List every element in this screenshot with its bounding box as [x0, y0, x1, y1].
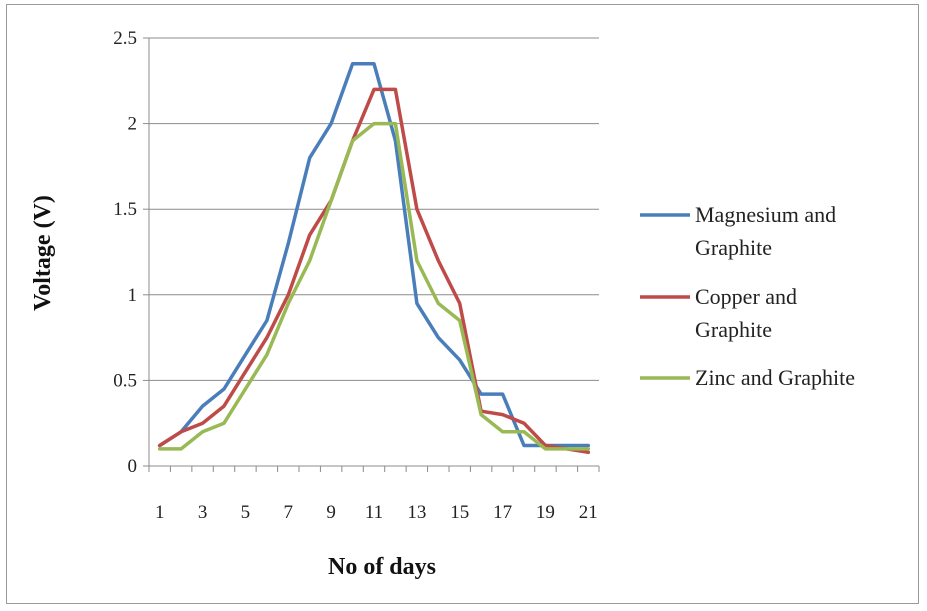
series-line-zinc-and-graphite — [157, 121, 591, 451]
x-tick-label: 5 — [241, 502, 251, 523]
gridlines — [143, 37, 599, 467]
y-tick-label: 0.5 — [113, 370, 137, 391]
y-tick-label: 2.5 — [113, 28, 137, 49]
y-tick-label: 1.5 — [113, 199, 137, 220]
x-axis-title: No of days — [328, 554, 436, 580]
legend: Magnesium and Graphite Copper and Graphite Z… — [640, 202, 855, 390]
y-tick-label: 1 — [128, 285, 138, 306]
legend-label: Magnesium and Graphite — [695, 202, 836, 260]
y-tick-label: 2 — [128, 114, 138, 135]
x-tick-labels: 1 3 5 7 9 11 13 15 17 19 21 — [155, 502, 598, 523]
x-tick-label: 9 — [326, 502, 336, 523]
legend-label: Zinc and Graphite — [695, 365, 855, 390]
y-tick-labels: 0 0.5 1 1.5 2 2.5 — [113, 28, 137, 477]
x-tick-label: 15 — [450, 502, 469, 523]
x-tick-label: 7 — [284, 502, 294, 523]
x-tick-label: 3 — [198, 502, 208, 523]
y-tick-label: 0 — [128, 456, 138, 477]
legend-label: Copper and Graphite — [695, 284, 797, 342]
x-tick-label: 19 — [536, 502, 555, 523]
series-lines — [157, 61, 591, 455]
series-line-copper-and-graphite — [157, 87, 591, 455]
x-tick-label: 17 — [493, 502, 512, 523]
y-axis-title: Voltage (V) — [30, 195, 56, 311]
x-tick-label: 11 — [365, 502, 383, 523]
series-line-magnesium-and-graphite — [157, 61, 591, 448]
axes — [148, 38, 600, 472]
x-tick-label: 21 — [579, 502, 598, 523]
x-tick-label: 13 — [407, 502, 426, 523]
chart-frame — [6, 4, 919, 604]
x-tick-label: 1 — [155, 502, 165, 523]
